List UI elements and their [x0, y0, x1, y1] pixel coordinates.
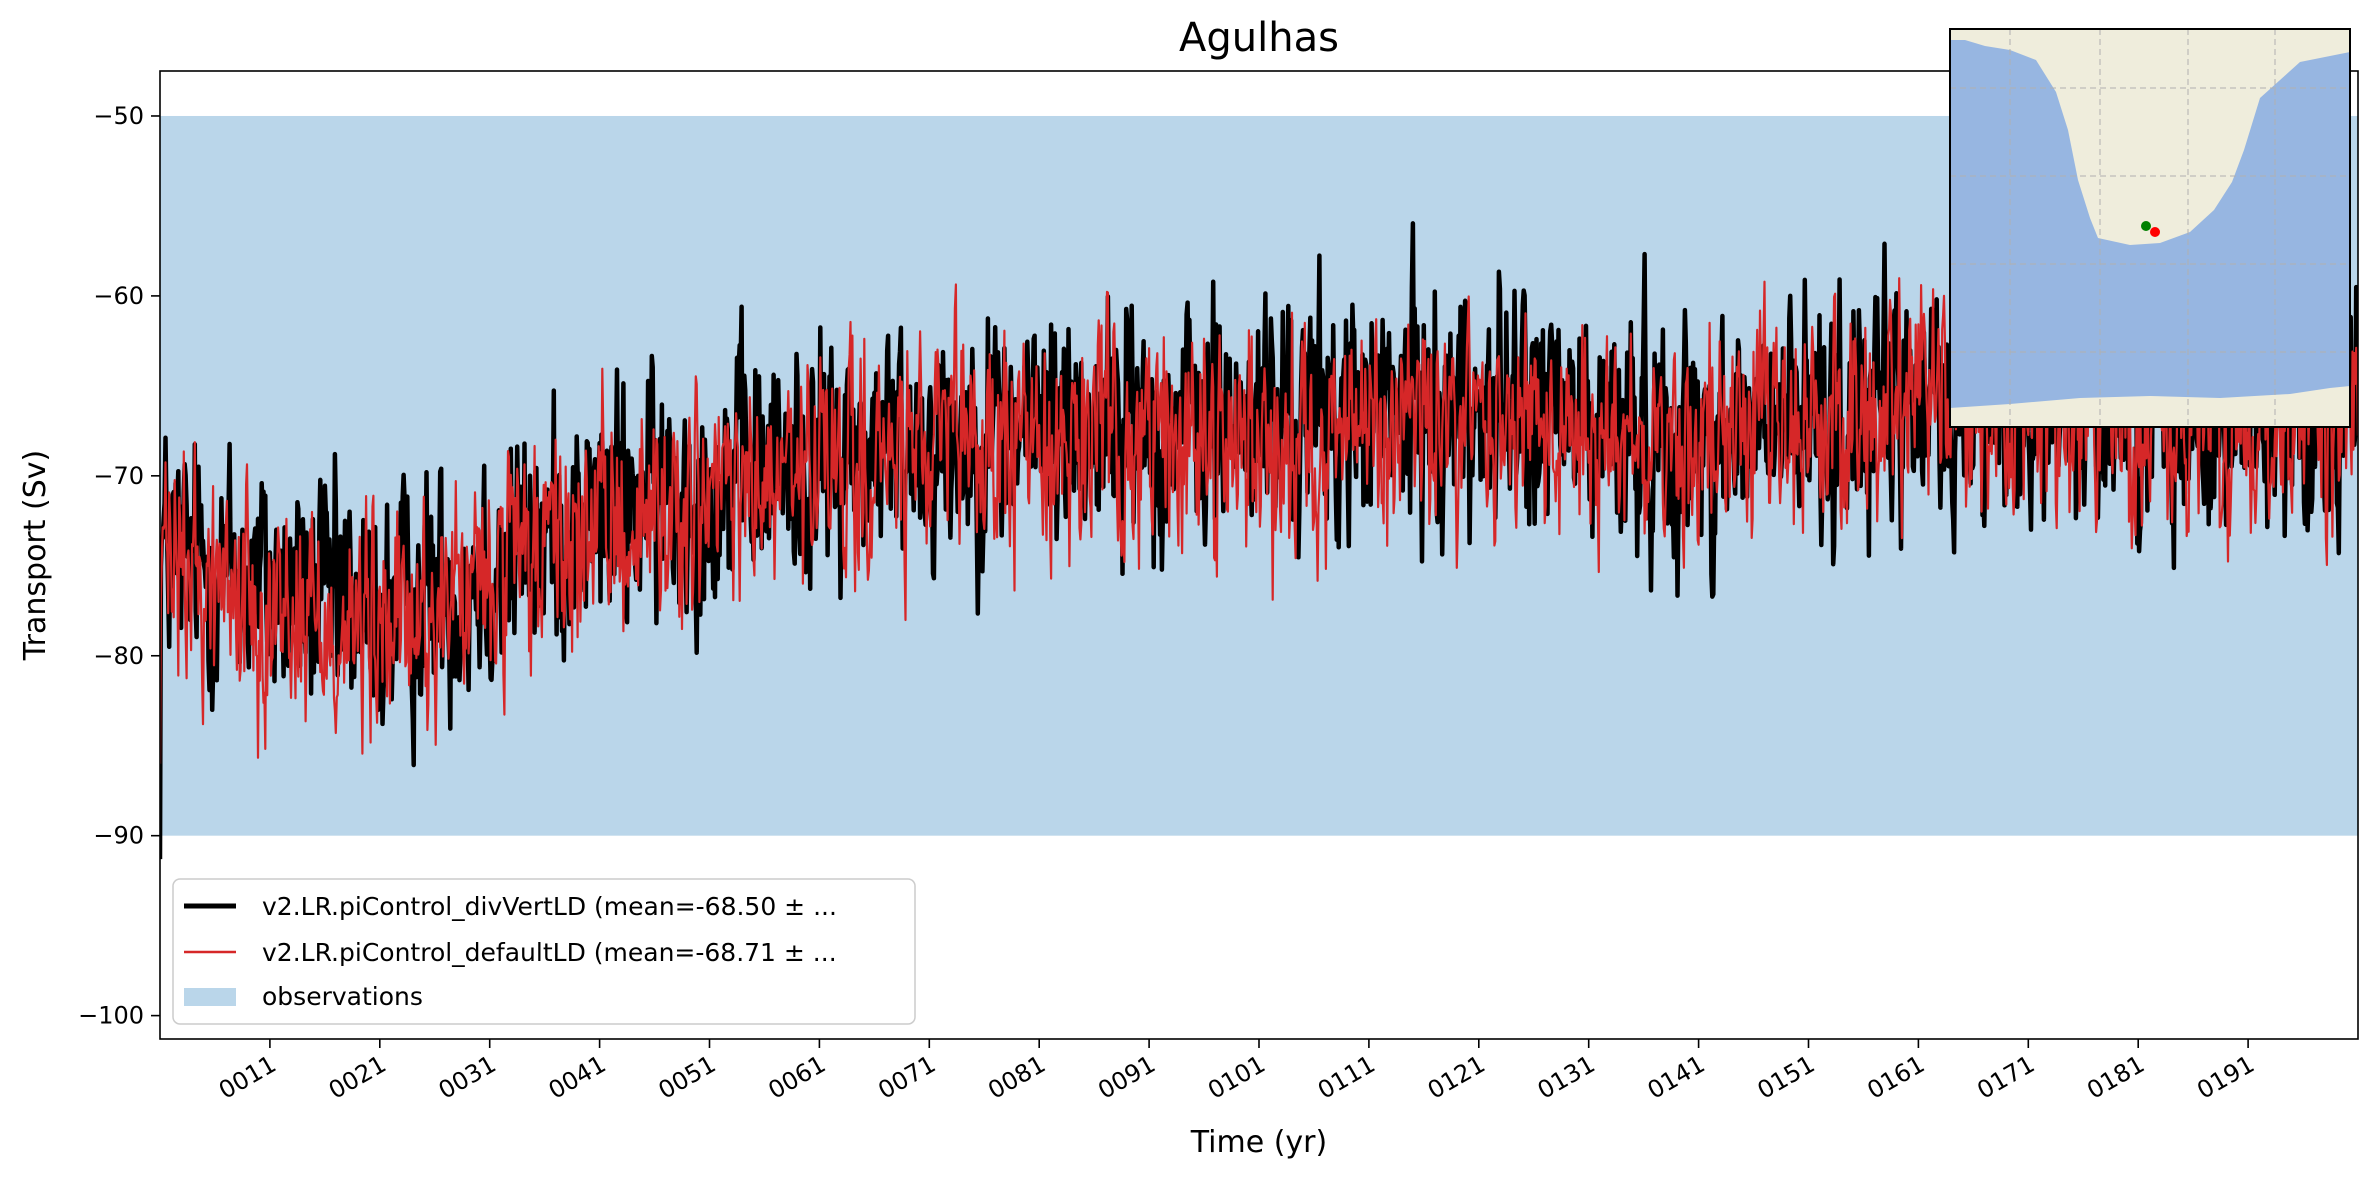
legend-box: [172, 878, 916, 1025]
legend: v2.LR.piControl_divVertLD (mean=-68.50 ±…: [172, 878, 916, 1025]
y-tick-label: −70: [93, 462, 144, 490]
legend-label-default: v2.LR.piControl_defaultLD (mean=-68.71 ±…: [262, 938, 837, 967]
y-tick-label: −90: [93, 822, 144, 850]
map-africa-landmass: [1950, 29, 2350, 245]
y-axis-label: Transport (Sv): [18, 450, 53, 662]
inset-map: [1950, 29, 2350, 427]
y-tick-label: −60: [93, 282, 144, 310]
y-tick-label: −80: [93, 642, 144, 670]
chart-title: Agulhas: [1179, 15, 1339, 61]
section-start-marker: [2141, 221, 2151, 231]
map-antarctica: [1950, 386, 2350, 427]
x-axis-label: Time (yr): [1190, 1125, 1327, 1160]
series-line-1: [160, 273, 2358, 764]
map-madagascar: [2202, 140, 2238, 202]
y-tick-label: −50: [93, 102, 144, 130]
legend-swatch-observations: [184, 988, 236, 1006]
section-end-marker: [2150, 227, 2160, 237]
y-tick-label: −100: [78, 1002, 144, 1030]
y-axis: −100 −90 −80 −70 −60 −50: [78, 102, 160, 1030]
legend-label-divvert: v2.LR.piControl_divVertLD (mean=-68.50 ±…: [262, 892, 837, 921]
inset-map-frame: [1949, 28, 2351, 428]
map-gridlines: [1950, 29, 2350, 427]
legend-label-observations: observations: [262, 982, 423, 1011]
